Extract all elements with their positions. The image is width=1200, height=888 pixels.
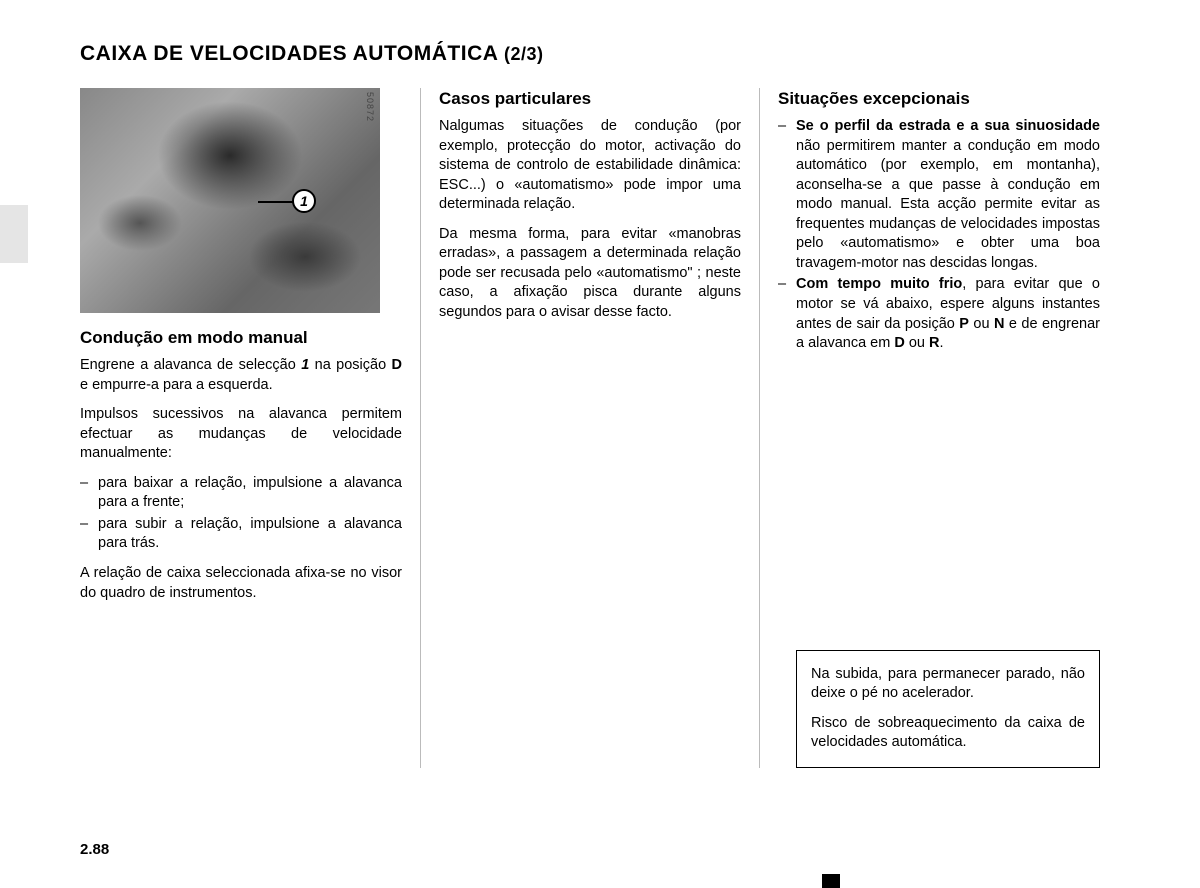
text: e empurre-a para a esquerda. xyxy=(80,377,273,393)
text: ou xyxy=(905,335,929,351)
col2-p2: Da mesma forma, para evitar «manobras er… xyxy=(439,225,741,323)
title-part: (2/3) xyxy=(504,44,544,64)
text: ou xyxy=(969,316,994,332)
text: Engrene a alavanca de selecção xyxy=(80,357,301,373)
col1-li1: para baixar a relação, impulsione a alav… xyxy=(80,474,402,513)
text: não permitirem manter a condução em modo… xyxy=(796,138,1100,271)
callout-1-label: 1 xyxy=(300,192,308,211)
content-columns: 50872 1 Condução em modo manual Engrene … xyxy=(50,88,1150,768)
col3-li2: Com tempo muito frio, para evitar que o … xyxy=(778,275,1100,353)
callout-leader-line xyxy=(258,201,294,203)
callout-1: 1 xyxy=(292,189,316,213)
col1-p2: Impulsos sucessivos na alavanca permitem… xyxy=(80,405,402,464)
pos-n: N xyxy=(994,316,1004,332)
dashboard-photo: 50872 1 xyxy=(80,88,380,313)
warning-note-box: Na subida, para permanecer parado, não d… xyxy=(796,650,1100,768)
note-p1: Na subida, para permanecer parado, não d… xyxy=(811,665,1085,704)
col1-heading: Condução em modo manual xyxy=(80,327,402,350)
side-tab-marker xyxy=(0,205,28,263)
column-3: Situações excepcionais Se o perfil da es… xyxy=(760,88,1100,768)
page-number: 2.88 xyxy=(80,841,109,858)
pos-p: P xyxy=(959,316,969,332)
col1-li2: para subir a relação, impulsione a alava… xyxy=(80,515,402,554)
col3-heading: Situações excepcionais xyxy=(778,88,1100,111)
text-bold: Com tempo muito frio xyxy=(796,276,962,292)
col1-p1: Engrene a alavanca de selecção 1 na posi… xyxy=(80,356,402,395)
position-d: D xyxy=(392,357,402,373)
text-bold: Se o perfil da estrada e a sua sinuosida… xyxy=(796,118,1100,134)
note-p2: Risco de sobreaquecimento da caixa de ve… xyxy=(811,714,1085,753)
title-main: CAIXA DE VELOCIDADES AUTOMÁTICA xyxy=(80,42,504,65)
column-2: Casos particulares Nalgumas situações de… xyxy=(420,88,760,768)
footer-crop-mark xyxy=(822,874,840,888)
column-3-inner: Situações excepcionais Se o perfil da es… xyxy=(778,88,1100,768)
column-1: 50872 1 Condução em modo manual Engrene … xyxy=(80,88,420,768)
col2-heading: Casos particulares xyxy=(439,88,741,111)
col3-li1: Se o perfil da estrada e a sua sinuosida… xyxy=(778,117,1100,274)
col2-p1: Nalgumas situações de condução (por exem… xyxy=(439,117,741,215)
image-number: 50872 xyxy=(364,92,376,122)
col1-list: para baixar a relação, impulsione a alav… xyxy=(80,474,402,554)
text: na posição xyxy=(309,357,391,373)
pos-r: R xyxy=(929,335,939,351)
col1-p3: A relação de caixa seleccionada afixa-se… xyxy=(80,564,402,603)
page-title: CAIXA DE VELOCIDADES AUTOMÁTICA (2/3) xyxy=(50,42,1150,66)
text: . xyxy=(940,335,944,351)
pos-d: D xyxy=(894,335,904,351)
col3-list: Se o perfil da estrada e a sua sinuosida… xyxy=(778,117,1100,354)
